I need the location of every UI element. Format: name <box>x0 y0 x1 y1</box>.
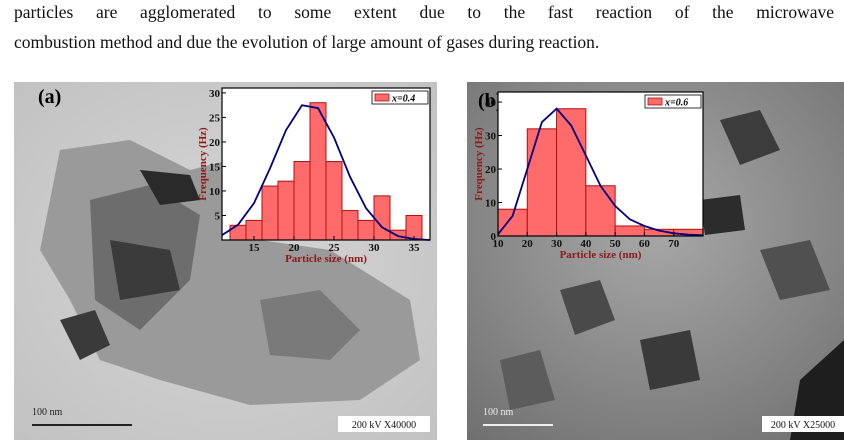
histogram-bar <box>357 219 375 241</box>
x-tick-label: 70 <box>668 238 680 250</box>
panel-label: (b) <box>478 90 502 112</box>
histogram-bar <box>261 185 279 241</box>
plot-frame <box>497 91 704 237</box>
x-tick-label: 50 <box>610 238 622 250</box>
histogram-bar <box>277 180 295 241</box>
histogram-bar <box>309 102 327 241</box>
histogram-bar <box>526 128 558 237</box>
instrument-label: 200 kV X40000 <box>352 420 416 431</box>
histogram-bar <box>293 161 311 241</box>
histogram-bar <box>373 195 391 241</box>
x-tick-label: 25 <box>329 242 341 254</box>
scale-bar-label: 100 nm <box>483 407 514 418</box>
legend-label: x=0.6 <box>664 98 688 109</box>
x-axis-label: Particle size (nm) <box>285 253 367 265</box>
x-tick-label: 30 <box>551 238 563 250</box>
y-tick-label: 10 <box>485 198 497 210</box>
y-tick-label: 20 <box>485 164 497 176</box>
histogram-bar <box>341 210 359 241</box>
panel-label: (a) <box>38 86 61 108</box>
x-tick-label: 60 <box>639 238 651 250</box>
x-axis-label: Particle size (nm) <box>560 249 642 261</box>
y-tick-label: 40 <box>485 97 497 109</box>
body-text: particles are agglomerated to some exten… <box>14 2 834 22</box>
legend-label: x=0.4 <box>391 94 415 105</box>
y-tick-label: 10 <box>209 186 221 198</box>
x-tick-label: 40 <box>580 238 592 250</box>
y-tick-label: 30 <box>485 131 497 143</box>
x-tick-label: 30 <box>369 242 381 254</box>
x-tick-label: 35 <box>409 242 421 254</box>
body-text: combustion method and due the evolution … <box>14 32 600 52</box>
histogram-bar <box>585 185 616 237</box>
plot-frame <box>221 87 431 241</box>
x-tick-label: 10 <box>493 238 505 250</box>
scale-bar-label: 100 nm <box>32 407 63 418</box>
y-tick-label: 0 <box>491 231 497 243</box>
x-tick-label: 20 <box>289 242 301 254</box>
y-tick-label: 25 <box>209 112 221 124</box>
x-tick-label: 15 <box>249 242 261 254</box>
legend-swatch <box>647 97 663 106</box>
y-tick-label: 5 <box>215 210 221 222</box>
instrument-label: 200 kV X25000 <box>771 420 835 431</box>
histogram-bar <box>614 225 645 237</box>
x-tick-label: 20 <box>522 238 534 250</box>
y-tick-label: 20 <box>209 137 221 149</box>
y-axis-label: Frequency (Hz) <box>473 127 485 201</box>
fit-curve <box>497 107 704 237</box>
y-tick-label: 15 <box>209 161 221 173</box>
y-tick-label: 30 <box>209 88 221 100</box>
histogram-bar <box>325 161 343 241</box>
histogram-bar <box>556 108 587 237</box>
y-axis-label: Frequency (Hz) <box>197 127 209 201</box>
fit-curve <box>221 104 431 241</box>
legend-swatch <box>374 93 390 102</box>
